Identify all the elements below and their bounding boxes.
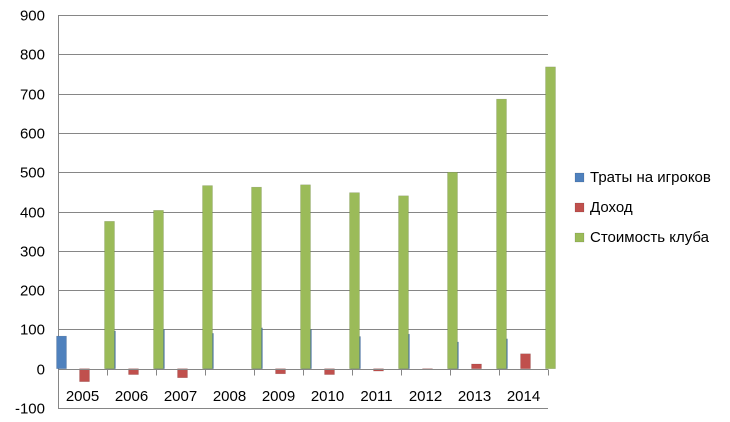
bar-3-2011: [398, 195, 409, 369]
legend: Траты на игроков Доход Стоимость клуба: [574, 169, 711, 246]
bar-3-2008: [251, 186, 262, 369]
bar-2-2010: [324, 368, 335, 375]
bar-3-2012: [447, 171, 458, 369]
x-tick-label: 2013: [458, 388, 491, 405]
bar-2-2007: [177, 368, 188, 378]
y-tick-label: 200: [20, 283, 45, 300]
bar-1-2005: [56, 335, 67, 369]
legend-label: Доход: [590, 199, 633, 216]
bars: [56, 66, 556, 382]
bar-2-2013: [471, 363, 482, 369]
bar-3-2013: [496, 98, 507, 369]
bar-2-2014: [520, 353, 531, 369]
y-tick-label: 300: [20, 244, 45, 261]
y-tick-label: 0: [37, 362, 45, 379]
y-tick-label: 800: [20, 47, 45, 64]
x-tick-label: 2011: [360, 388, 392, 405]
x-tick-label: 2009: [262, 388, 295, 405]
x-tick-label: 2005: [66, 388, 99, 405]
y-tick-label: 700: [20, 87, 45, 104]
y-tick-label: 900: [20, 8, 45, 25]
legend-swatch: [574, 172, 585, 183]
y-tick-label: 400: [20, 205, 45, 222]
bar-3-2006: [153, 210, 164, 369]
y-tick-label: 100: [20, 322, 45, 339]
bar-2-2006: [128, 368, 139, 375]
bar-3-2010: [349, 192, 360, 369]
legend-label: Стоимость клуба: [590, 229, 710, 246]
bar-3-2007: [202, 185, 213, 369]
bar-3-2014: [545, 66, 556, 369]
legend-swatch: [574, 232, 585, 243]
legend-swatch: [574, 202, 585, 213]
x-tick-label: 2014: [507, 388, 540, 405]
bar-2-2009: [275, 368, 286, 375]
bar-3-2009: [300, 184, 311, 369]
x-tick-label: 2012: [409, 388, 442, 405]
y-tick-label: -100: [15, 401, 45, 418]
x-tick-label: 2006: [115, 388, 148, 405]
x-tick-label: 2007: [164, 388, 197, 405]
legend-label: Траты на игроков: [590, 169, 711, 186]
y-tick-label: 600: [20, 126, 45, 143]
x-axis: 2005 2006 2007 2008 2009 2010 2011 2012 2013 2014: [58, 369, 549, 405]
y-tick-label: 500: [20, 165, 45, 182]
bar-2-2005: [79, 368, 90, 382]
y-axis: -100 0 100 200 300 400 500 600 700 800 900: [15, 8, 59, 418]
x-tick-label: 2010: [311, 388, 344, 405]
x-tick-label: 2008: [213, 388, 246, 405]
bar-3-2005: [104, 221, 115, 369]
